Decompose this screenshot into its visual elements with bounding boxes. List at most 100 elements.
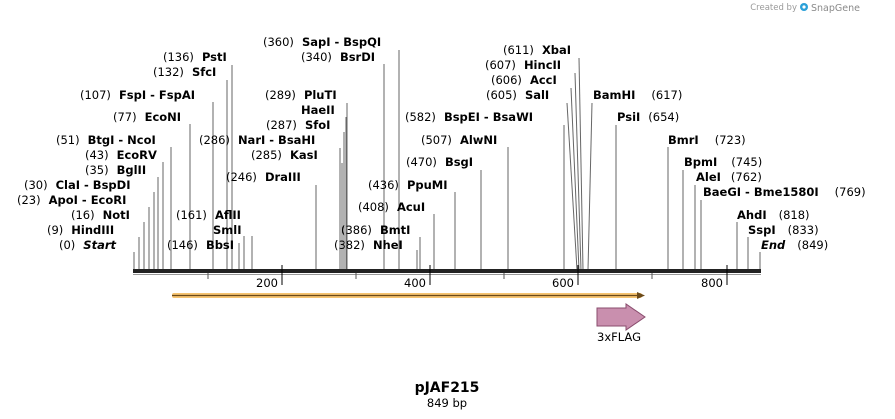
site-label[interactable]: (507) AlwNI bbox=[421, 133, 497, 147]
site-label[interactable]: BaeGI - Bme1580I (769) bbox=[703, 185, 866, 199]
site-pos: (77) bbox=[113, 110, 137, 124]
site-name: Start bbox=[83, 238, 116, 252]
site-label[interactable]: BmrI (723) bbox=[668, 133, 746, 147]
site-name: BmrI bbox=[668, 133, 699, 147]
site-label[interactable]: SmlI bbox=[213, 223, 242, 237]
site-name: PpuMI bbox=[407, 178, 448, 192]
site-label[interactable]: (386) BmtI bbox=[341, 223, 410, 237]
site-label[interactable]: AleI (762) bbox=[696, 170, 762, 184]
site-label[interactable]: (605) SalI bbox=[486, 88, 549, 102]
site-pos: (723) bbox=[715, 133, 746, 147]
tick-label-600: 600 bbox=[552, 276, 574, 290]
site-label[interactable]: (35) BglII bbox=[85, 163, 146, 177]
site-pos: (107) bbox=[80, 88, 111, 102]
site-label[interactable]: (146) BbsI bbox=[167, 238, 234, 252]
site-pos: (382) bbox=[334, 238, 365, 252]
site-pos: (611) bbox=[503, 43, 534, 57]
orf-arrow[interactable] bbox=[172, 292, 645, 299]
site-label[interactable]: BamHI (617) bbox=[593, 88, 682, 102]
site-name: AleI bbox=[696, 170, 721, 184]
tick-600: 600 bbox=[552, 265, 579, 290]
site-label[interactable]: PsiI (654) bbox=[617, 110, 679, 124]
site-pos: (51) bbox=[56, 133, 80, 147]
site-label[interactable]: (470) BsgI bbox=[406, 155, 473, 169]
site-label[interactable]: BpmI (745) bbox=[684, 155, 762, 169]
site-label[interactable]: (286) NarI - BsaHI bbox=[199, 133, 315, 147]
site-label[interactable]: (606) AccI bbox=[491, 73, 557, 87]
site-label[interactable]: (340) BsrDI bbox=[301, 50, 375, 64]
site-label[interactable]: (9) HindIII bbox=[47, 223, 114, 237]
site-pos: (605) bbox=[486, 88, 517, 102]
site-pos: (286) bbox=[199, 133, 230, 147]
site-pos: (9) bbox=[47, 223, 63, 237]
site-pos: (287) bbox=[266, 118, 297, 132]
ruler-ticks: 200 400 600 800 bbox=[207, 265, 728, 290]
credit-prefix: Created by bbox=[750, 3, 797, 13]
site-label[interactable]: (132) SfcI bbox=[153, 65, 216, 79]
site-name: EcoNI bbox=[145, 110, 181, 124]
site-name: HaeII bbox=[301, 103, 335, 117]
site-name: BmtI bbox=[380, 223, 411, 237]
snapgene-credit: Created by SnapGene bbox=[750, 3, 860, 14]
site-pos: (470) bbox=[406, 155, 437, 169]
site-pos: (136) bbox=[163, 50, 194, 64]
site-label[interactable]: (382) NheI bbox=[334, 238, 403, 252]
site-name: End bbox=[761, 238, 786, 252]
site-label[interactable]: (136) PstI bbox=[163, 50, 227, 64]
site-label[interactable]: (287) SfoI bbox=[266, 118, 330, 132]
tick-800: 800 bbox=[701, 265, 728, 290]
site-pos: (654) bbox=[648, 110, 679, 124]
site-label[interactable]: (436) PpuMI bbox=[368, 178, 448, 192]
credit-brand: SnapGene bbox=[811, 3, 860, 14]
site-pos: (146) bbox=[167, 238, 198, 252]
site-label[interactable]: AhdI (818) bbox=[737, 208, 810, 222]
site-name: AccI bbox=[530, 73, 557, 87]
site-name: SfoI bbox=[305, 118, 330, 132]
tick-label-200: 200 bbox=[256, 276, 278, 290]
site-name: DraIII bbox=[265, 170, 301, 184]
site-pos: (606) bbox=[491, 73, 522, 87]
site-label[interactable]: (582) BspEI - BsaWI bbox=[405, 110, 533, 124]
site-name: HincII bbox=[524, 58, 561, 72]
site-pos: (35) bbox=[85, 163, 109, 177]
site-label[interactable]: (107) FspI - FspAI bbox=[80, 88, 195, 102]
site-label[interactable]: (0) Start bbox=[59, 238, 117, 252]
site-name: BpmI bbox=[684, 155, 717, 169]
site-name: AcuI bbox=[397, 200, 425, 214]
site-label[interactable]: (246) DraIII bbox=[226, 170, 301, 184]
site-label[interactable]: (289) PluTI bbox=[265, 88, 337, 102]
site-name: NheI bbox=[373, 238, 403, 252]
site-name: PluTI bbox=[304, 88, 337, 102]
site-lines bbox=[133, 50, 761, 271]
plasmid-title: pJAF215 849 bp bbox=[415, 380, 480, 410]
site-label[interactable]: (77) EcoNI bbox=[113, 110, 181, 124]
site-name: SapI - BspQI bbox=[302, 35, 381, 49]
site-label[interactable]: (161) AflII bbox=[176, 208, 241, 222]
site-name: SalI bbox=[525, 88, 549, 102]
site-label[interactable]: (23) ApoI - EcoRI bbox=[17, 193, 126, 207]
site-label[interactable]: SspI (833) bbox=[748, 223, 819, 237]
site-label[interactable]: (611) XbaI bbox=[503, 43, 571, 57]
feature-3xflag[interactable]: 3xFLAG bbox=[596, 303, 646, 344]
site-label[interactable]: (30) ClaI - BspDI bbox=[24, 178, 130, 192]
site-name: AhdI bbox=[737, 208, 767, 222]
site-name: PsiI bbox=[617, 110, 640, 124]
site-name: SspI bbox=[748, 223, 776, 237]
site-line-acci bbox=[570, 87, 580, 271]
site-label[interactable]: (607) HincII bbox=[485, 58, 561, 72]
site-label[interactable]: (285) KasI bbox=[251, 148, 318, 162]
site-label[interactable]: (51) BtgI - NcoI bbox=[56, 133, 156, 147]
site-label[interactable]: (43) EcoRV bbox=[85, 148, 157, 162]
site-name: PstI bbox=[202, 50, 227, 64]
site-pos: (285) bbox=[251, 148, 282, 162]
site-pos: (762) bbox=[731, 170, 762, 184]
minor-ticks bbox=[207, 273, 653, 279]
site-name: NarI - BsaHI bbox=[238, 133, 315, 147]
site-label[interactable]: (408) AcuI bbox=[358, 200, 425, 214]
site-label[interactable]: (360) SapI - BspQI bbox=[263, 35, 381, 49]
site-label[interactable]: End (849) bbox=[761, 238, 828, 252]
site-label[interactable]: (16) NotI bbox=[71, 208, 130, 222]
site-name: BspEI - BsaWI bbox=[444, 110, 533, 124]
site-label[interactable]: HaeII bbox=[301, 103, 335, 117]
